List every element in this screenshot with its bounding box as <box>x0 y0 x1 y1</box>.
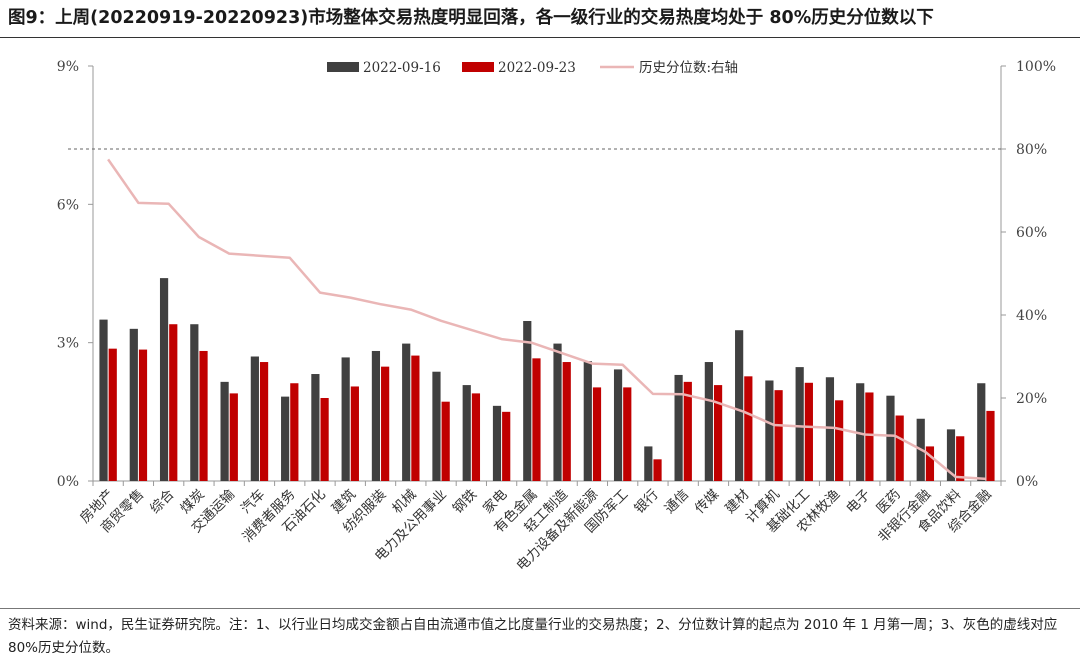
bar-2022-09-16 <box>674 374 683 481</box>
bar-2022-09-23 <box>532 358 541 481</box>
bar-2022-09-23 <box>471 393 481 481</box>
bar-2022-09-16 <box>220 381 229 481</box>
bar-2022-09-16 <box>765 380 774 481</box>
bar-2022-09-23 <box>199 350 208 481</box>
right-tick-label: 0% <box>1016 474 1038 490</box>
bar-2022-09-16 <box>523 320 532 481</box>
legend-swatch-2022-09-16 <box>327 62 359 72</box>
bar-2022-09-16 <box>977 383 986 481</box>
bar-2022-09-23 <box>229 393 238 481</box>
bar-2022-09-16 <box>795 367 804 481</box>
left-tick-label: 9% <box>57 59 79 75</box>
bar-2022-09-16 <box>432 371 441 481</box>
bar-2022-09-16 <box>99 319 108 481</box>
bar-2022-09-16 <box>886 395 895 481</box>
bar-2022-09-16 <box>856 383 865 481</box>
bar-2022-09-23 <box>290 383 299 481</box>
bar-2022-09-16 <box>492 405 502 481</box>
bar-2022-09-23 <box>320 398 329 481</box>
left-tick-label: 0% <box>57 474 79 490</box>
right-tick-label: 100% <box>1016 59 1056 75</box>
left-tick-label: 3% <box>57 336 79 352</box>
bar-2022-09-23 <box>895 415 904 481</box>
legend-label-percentile: 历史分位数:右轴 <box>639 60 738 76</box>
bar-2022-09-23 <box>562 362 571 481</box>
percentile-line <box>107 158 986 481</box>
legend-label-2022-09-23: 2022-09-23 <box>498 60 576 76</box>
bar-2022-09-23 <box>138 349 148 481</box>
bar-2022-09-16 <box>311 374 320 481</box>
bar-2022-09-23 <box>683 381 692 481</box>
bar-2022-09-16 <box>250 356 259 481</box>
bar-2022-09-23 <box>169 324 178 481</box>
title-divider <box>0 37 1080 38</box>
bar-2022-09-23 <box>744 376 753 481</box>
bar-2022-09-23 <box>925 446 935 481</box>
bar-2022-09-23 <box>804 382 813 481</box>
bar-2022-09-23 <box>411 355 420 481</box>
left-tick-label: 6% <box>57 197 79 213</box>
right-tick-label: 60% <box>1016 225 1047 241</box>
bar-2022-09-23 <box>350 386 359 481</box>
bar-2022-09-16 <box>281 396 290 481</box>
legend-swatch-2022-09-23 <box>462 62 494 72</box>
bar-2022-09-23 <box>713 385 723 481</box>
chart-title: 图9：上周(20220919-20220923)市场整体交易热度明显回落，各一级… <box>8 8 934 28</box>
bar-2022-09-16 <box>159 278 169 481</box>
bar-2022-09-23 <box>108 348 117 481</box>
category-label: 钢铁 <box>450 486 481 517</box>
right-tick-label: 20% <box>1016 391 1047 407</box>
bar-2022-09-16 <box>371 350 381 481</box>
category-label: 传媒 <box>692 486 723 517</box>
bar-2022-09-23 <box>441 401 450 481</box>
bar-2022-09-23 <box>835 400 844 481</box>
bar-2022-09-16 <box>946 429 956 481</box>
footer-divider <box>0 608 1080 609</box>
bar-2022-09-16 <box>462 385 471 481</box>
bar-2022-09-23 <box>502 411 511 481</box>
bar-2022-09-16 <box>613 369 623 481</box>
bar-2022-09-16 <box>704 362 713 481</box>
bar-2022-09-23 <box>774 390 783 481</box>
bar-2022-09-16 <box>735 330 744 481</box>
category-label: 银行 <box>631 487 661 517</box>
bar-2022-09-23 <box>653 459 662 481</box>
bar-2022-09-23 <box>592 387 602 481</box>
legend-label-2022-09-16: 2022-09-16 <box>363 60 441 76</box>
bar-2022-09-23 <box>623 387 632 481</box>
bar-2022-09-23 <box>956 436 965 481</box>
category-label: 电子 <box>843 487 873 517</box>
bar-2022-09-23 <box>259 362 269 481</box>
category-label: 通信 <box>662 487 692 517</box>
bar-2022-09-16 <box>644 446 653 481</box>
bar-2022-09-16 <box>553 343 562 481</box>
right-tick-label: 40% <box>1016 308 1047 324</box>
source-note: 资料来源：wind，民生证券研究院。注：1、以行业日均成交金额占自由流通市值之比… <box>8 617 1058 656</box>
right-tick-label: 80% <box>1016 142 1047 158</box>
bar-2022-09-16 <box>402 343 411 481</box>
bar-2022-09-16 <box>190 324 199 481</box>
bar-2022-09-16 <box>825 377 835 481</box>
bar-2022-09-16 <box>583 361 592 481</box>
bar-2022-09-23 <box>986 410 995 481</box>
bar-2022-09-23 <box>865 392 874 481</box>
bar-2022-09-23 <box>381 366 390 481</box>
bar-2022-09-16 <box>129 328 138 481</box>
bar-2022-09-16 <box>341 357 350 481</box>
category-label: 综合 <box>147 486 178 517</box>
